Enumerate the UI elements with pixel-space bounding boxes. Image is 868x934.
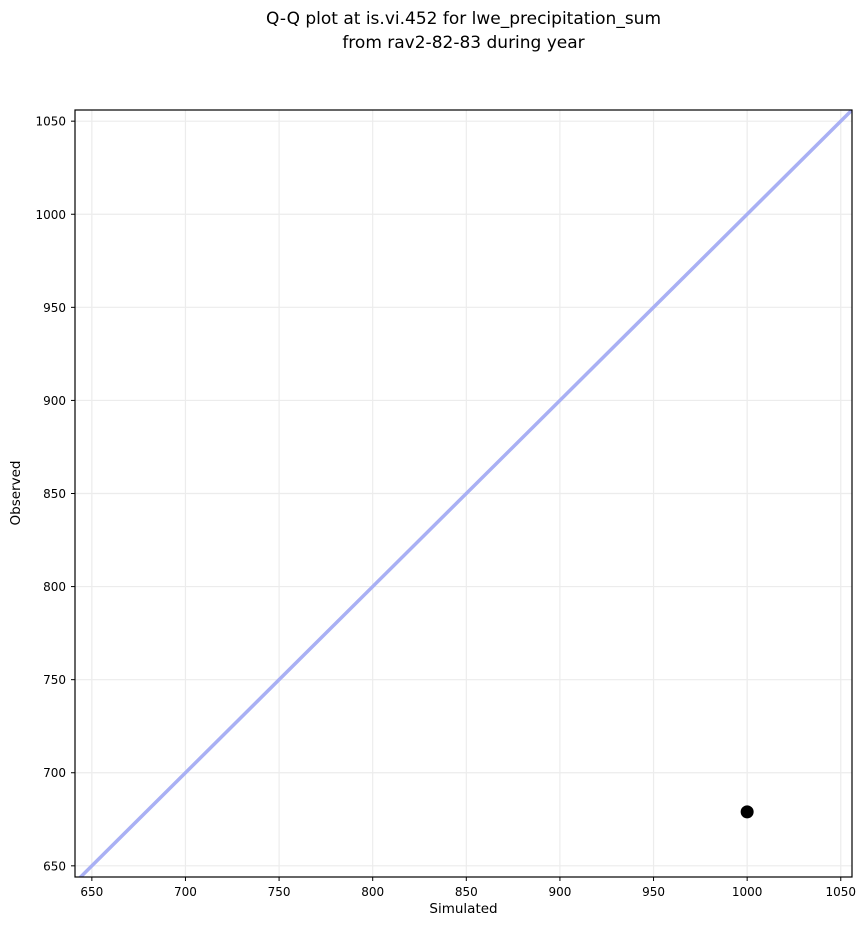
y-axis-label: Observed [8,460,24,526]
x-tick-label: 1000 [732,885,763,899]
y-tick-label: 650 [43,859,66,873]
y-tick-label: 800 [43,580,66,594]
y-tick-label: 950 [43,301,66,315]
x-tick-label: 800 [361,885,384,899]
x-tick-label: 1050 [825,885,856,899]
plot-border [74,109,853,878]
y-tick-label: 850 [43,487,66,501]
x-tick-label: 850 [455,885,478,899]
chart-title: Q-Q plot at is.vi.452 for lwe_precipitat… [265,9,662,53]
x-tick-label: 650 [80,885,103,899]
x-tick-label: 750 [268,885,291,899]
y-tick-label: 750 [43,673,66,687]
y-tick-label: 1050 [35,115,66,129]
x-tick-label: 700 [174,885,197,899]
y-tick-label: 1000 [35,208,66,222]
x-tick-label: 900 [548,885,571,899]
x-tick-label: 950 [642,885,665,899]
x-axis-label: Simulated [429,901,498,917]
identity-line [78,110,852,877]
y-tick-label: 900 [43,394,66,408]
data-point [740,805,754,819]
y-tick-label: 700 [43,766,66,780]
